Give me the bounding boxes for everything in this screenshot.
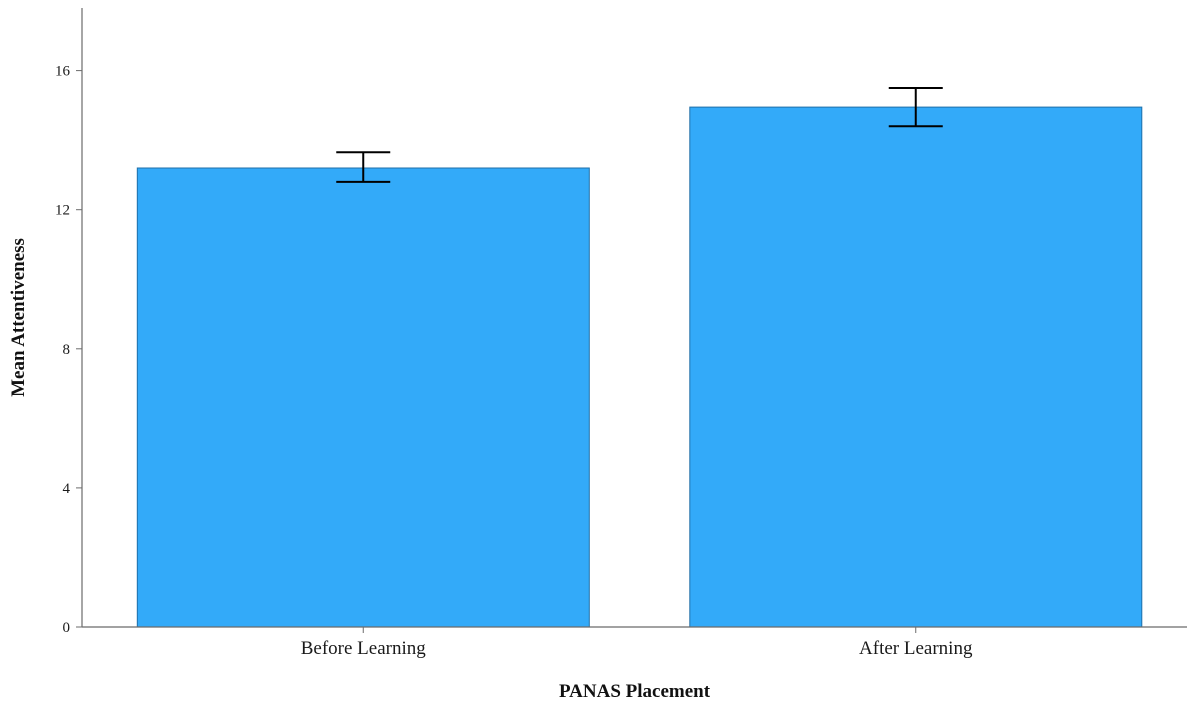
bar-before-learning xyxy=(136,167,590,628)
x-axis-title: PANAS Placement xyxy=(559,681,711,702)
y-tick-label: 16 xyxy=(55,64,71,80)
bar-after-learning xyxy=(689,106,1143,628)
error-bars-layer xyxy=(336,87,943,183)
y-tick-label: 12 xyxy=(55,203,70,219)
y-axis-title: Mean Attentiveness xyxy=(8,238,29,397)
bars-layer xyxy=(136,106,1143,628)
error-bar-after-learning xyxy=(888,87,943,128)
y-tick-label: 8 xyxy=(63,342,71,358)
y-tick-label: 4 xyxy=(63,481,71,497)
y-tick-label: 0 xyxy=(63,620,71,636)
labels-layer: Before Learning After Learning 0 4 8 12 16 xyxy=(55,64,973,659)
x-tick-label: Before Learning xyxy=(301,638,427,659)
axes-layer xyxy=(76,8,1187,633)
error-bar-before-learning xyxy=(336,151,391,183)
x-tick-label: After Learning xyxy=(859,638,973,659)
